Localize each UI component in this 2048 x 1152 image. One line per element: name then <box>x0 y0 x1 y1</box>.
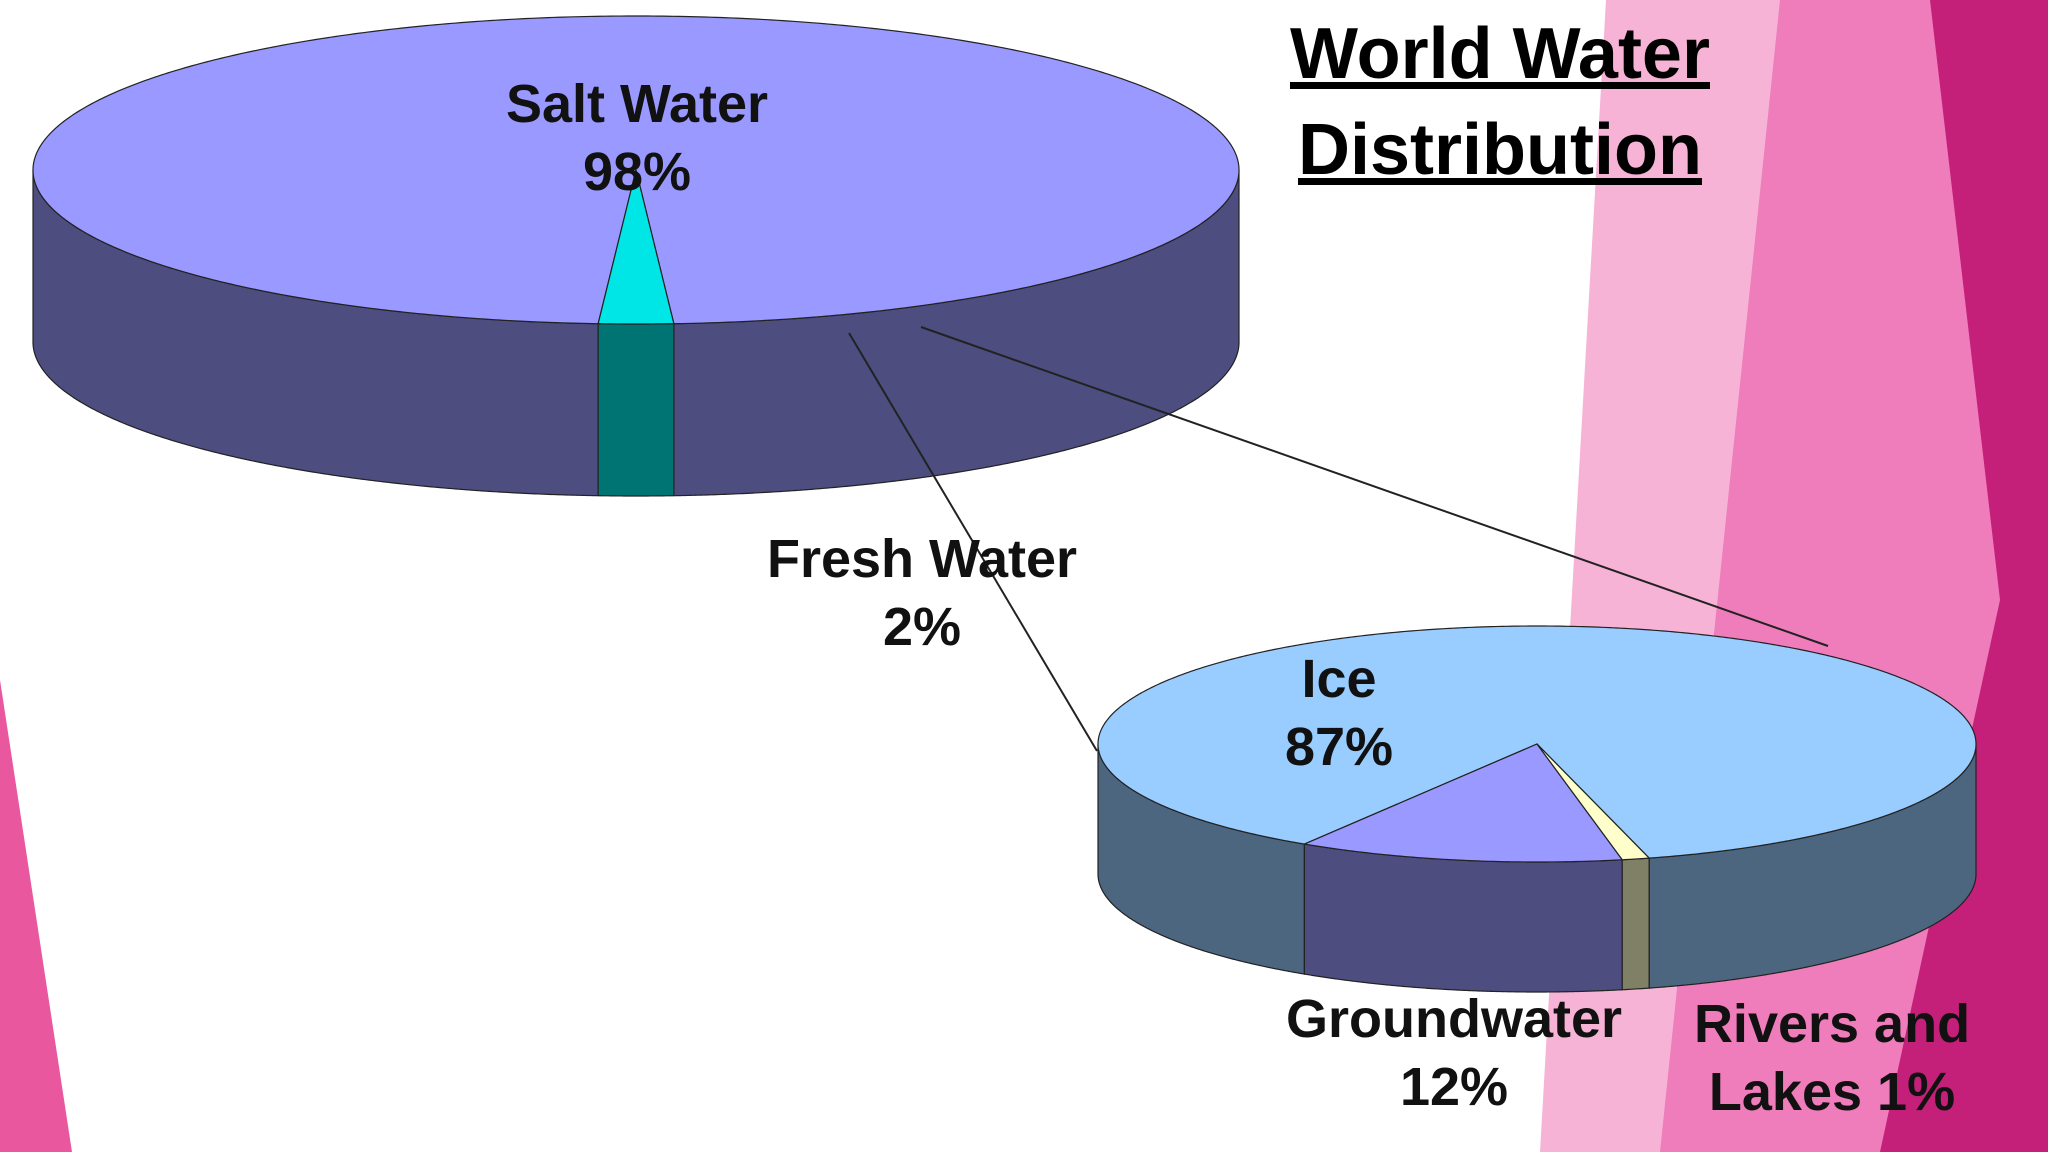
connector <box>920 326 1829 647</box>
category-label: Rivers and Lakes <box>1693 994 1971 1122</box>
data-label: Salt Water 98% <box>506 70 768 206</box>
data-label: Groundwater 12% <box>1286 985 1622 1121</box>
decor <box>1880 0 2048 1152</box>
slice-side <box>597 323 675 497</box>
slice-top <box>1302 743 1624 863</box>
data-label: Rivers and Lakes 1% <box>1667 990 1997 1126</box>
value-label: 87% <box>1284 717 1394 777</box>
slice-top <box>597 169 675 325</box>
data-label: Ice 87% <box>1285 645 1393 781</box>
value-label: 12% <box>1399 1057 1509 1117</box>
slice-top <box>32 15 1240 325</box>
value-label: 2% <box>882 597 962 657</box>
decor <box>0 680 72 1152</box>
category-label: Fresh Water <box>766 529 1078 589</box>
value-label: 1% <box>1877 1062 1956 1122</box>
chart-title: World Water Distribution <box>1289 14 1710 190</box>
value-label: 98% <box>582 142 692 202</box>
category-label: Ice <box>1301 649 1377 709</box>
slice-top <box>1536 743 1651 861</box>
category-label: Groundwater <box>1285 989 1623 1049</box>
slice-side <box>1621 857 1650 991</box>
slice-top <box>1097 625 1977 859</box>
slice-side <box>1303 843 1623 993</box>
category-label: Salt Water <box>505 74 769 134</box>
connector <box>848 332 1098 752</box>
data-label: Fresh Water 2% <box>767 525 1077 661</box>
